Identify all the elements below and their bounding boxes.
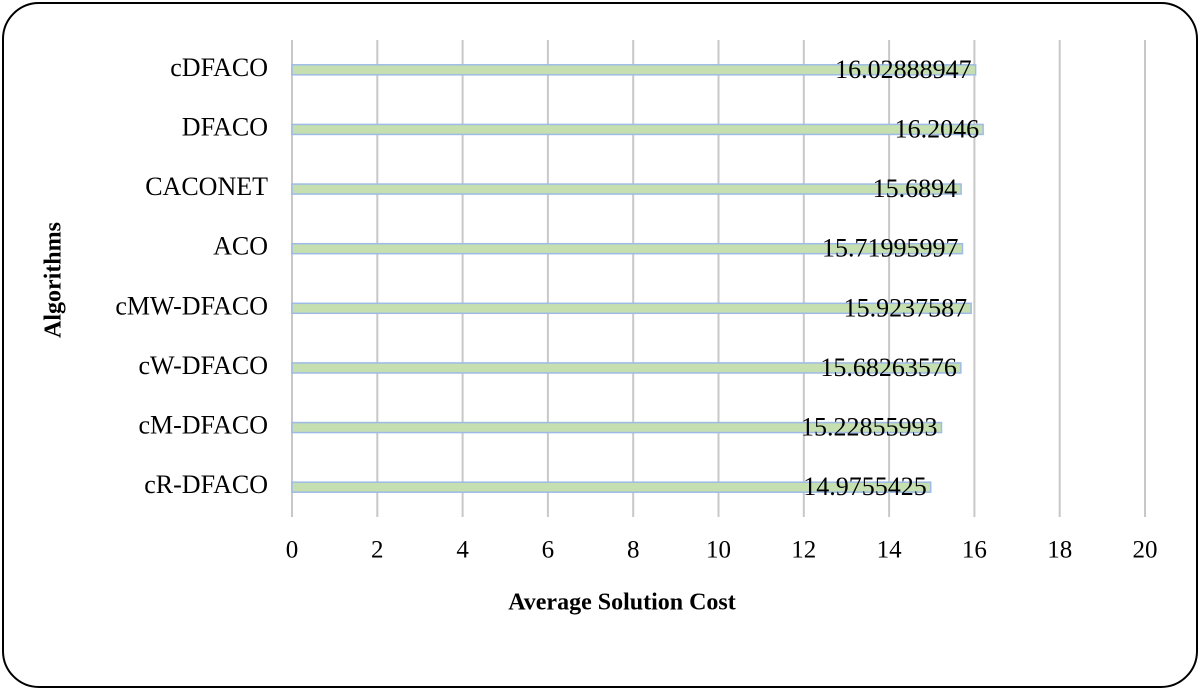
y-tick-label: cW-DFACO bbox=[138, 351, 268, 380]
y-tick-label: cMW-DFACO bbox=[115, 291, 268, 320]
value-label: 15.6894 bbox=[873, 174, 958, 203]
bar bbox=[291, 302, 972, 315]
x-tick-label: 20 bbox=[1133, 537, 1158, 564]
bar bbox=[291, 421, 943, 434]
x-tick-label: 14 bbox=[877, 537, 903, 564]
y-tick-label: cDFACO bbox=[170, 53, 268, 82]
x-tick-label: 16 bbox=[962, 537, 987, 564]
value-label: 15.68263576 bbox=[820, 353, 957, 382]
y-tick-label: cR-DFACO bbox=[144, 470, 268, 499]
value-label: 15.22855993 bbox=[801, 413, 938, 442]
value-label: 14.9755425 bbox=[803, 472, 927, 501]
bar bbox=[291, 481, 932, 493]
bar bbox=[291, 64, 977, 76]
y-tick-label: CACONET bbox=[145, 172, 268, 201]
x-tick-label: 10 bbox=[706, 537, 731, 564]
y-tick-label: ACO bbox=[213, 232, 268, 261]
bar bbox=[291, 362, 962, 374]
x-tick-label: 2 bbox=[371, 537, 384, 564]
x-tick-label: 12 bbox=[791, 537, 816, 564]
bar bbox=[291, 183, 962, 195]
x-tick-label: 0 bbox=[286, 537, 299, 564]
value-label: 15.9237587 bbox=[844, 293, 968, 322]
y-tick-label: cM-DFACO bbox=[138, 411, 268, 440]
x-tick-label: 6 bbox=[542, 537, 555, 564]
bar bbox=[291, 123, 984, 136]
y-axis-title: Algorithms bbox=[41, 222, 67, 338]
x-axis-title: Average Solution Cost bbox=[508, 590, 736, 616]
y-tick-label: DFACO bbox=[182, 112, 268, 141]
bar bbox=[291, 242, 964, 255]
value-label: 16.02888947 bbox=[835, 55, 972, 84]
x-tick-label: 4 bbox=[456, 537, 469, 564]
x-tick-label: 18 bbox=[1047, 537, 1072, 564]
value-label: 16.2046 bbox=[895, 114, 980, 143]
x-tick-label: 8 bbox=[627, 537, 640, 564]
value-label: 15.71995997 bbox=[822, 234, 959, 263]
